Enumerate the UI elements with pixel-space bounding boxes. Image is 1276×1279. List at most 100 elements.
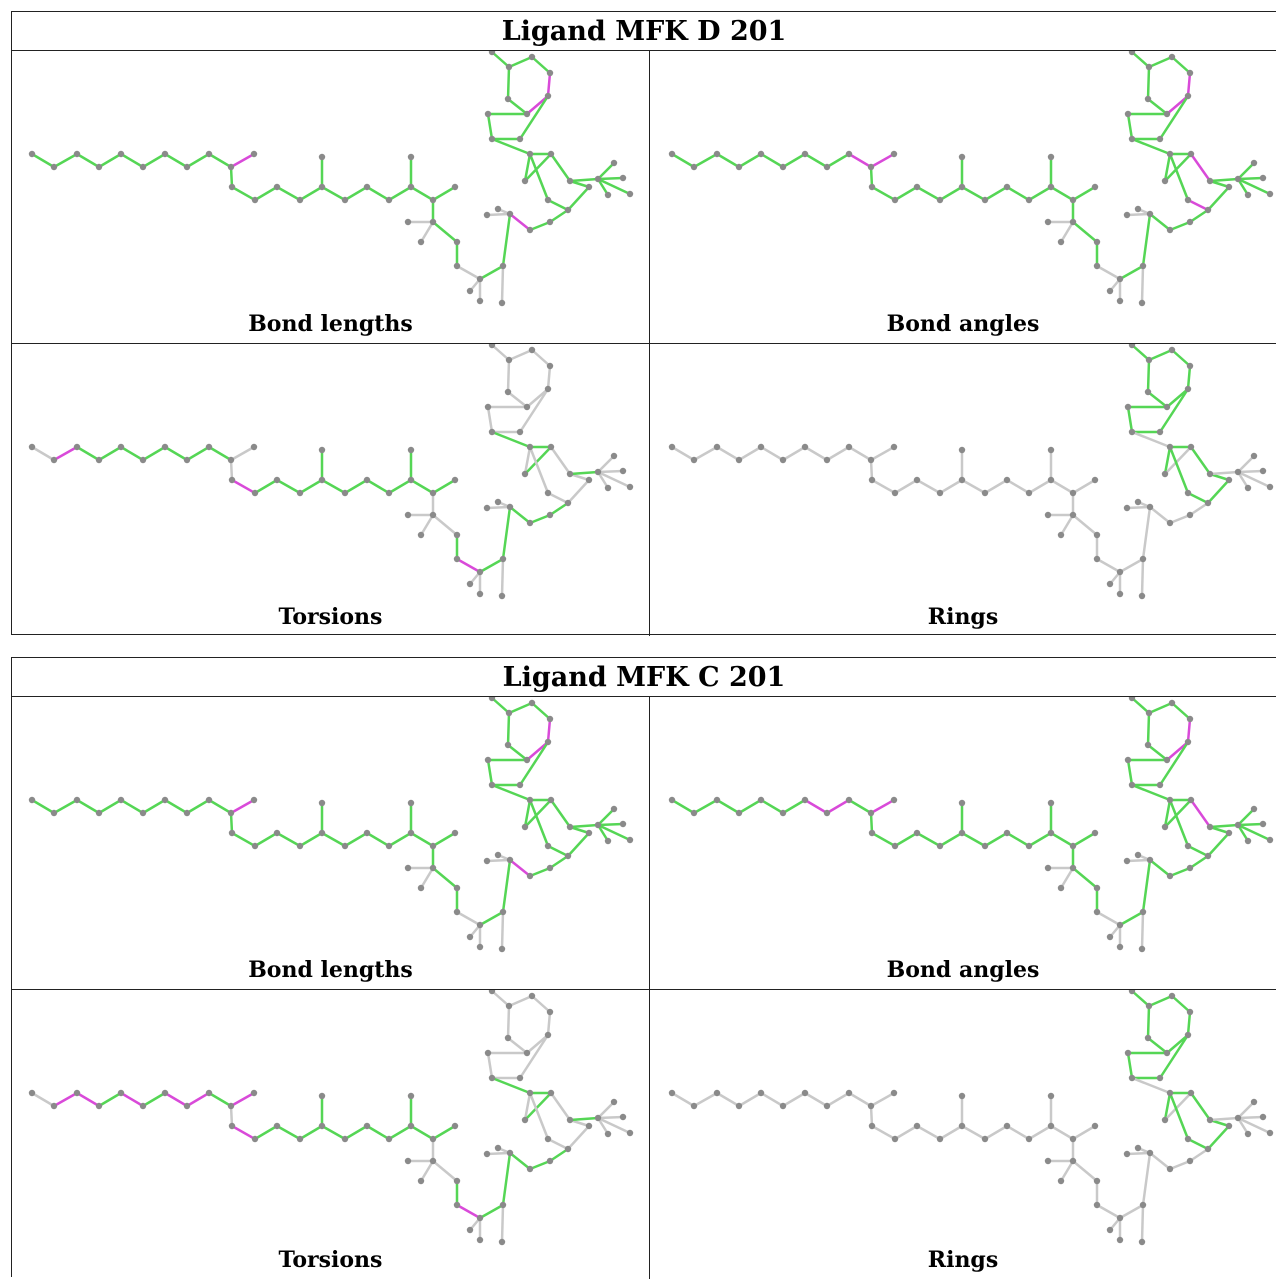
atom-8 — [845, 796, 853, 804]
atom-8 — [205, 1089, 213, 1097]
bond-55 — [596, 1115, 625, 1120]
atom-15 — [958, 476, 966, 484]
atom-12 — [251, 842, 259, 850]
atom-38 — [1184, 738, 1192, 746]
bond-54 — [596, 161, 616, 181]
atom-54 — [1134, 205, 1142, 213]
bond-5 — [141, 798, 167, 815]
bond-13 — [275, 185, 302, 202]
atom-1 — [690, 456, 698, 464]
atom-4 — [757, 1089, 765, 1097]
atom-0 — [668, 796, 676, 804]
atom-40 — [504, 388, 512, 396]
bond-43 — [1158, 94, 1190, 141]
bond-1 — [52, 445, 79, 462]
atom-35 — [505, 63, 513, 71]
bond-29 — [1118, 264, 1145, 281]
bond-6 — [803, 798, 829, 815]
bond-35 — [1170, 348, 1192, 368]
atom-2 — [73, 796, 81, 804]
bond-32 — [1140, 264, 1145, 305]
atom-28 — [453, 262, 461, 270]
atom-37 — [1186, 715, 1194, 723]
atom-57 — [610, 805, 618, 813]
atom-2 — [73, 1089, 81, 1097]
bond-60 — [1148, 858, 1172, 878]
atom-21 — [1047, 153, 1055, 161]
molecule-graph — [28, 990, 634, 1246]
bond-32 — [500, 1203, 505, 1244]
atom-48 — [585, 476, 593, 484]
bond-36 — [546, 71, 552, 98]
bond-33 — [1130, 697, 1151, 715]
bond-7 — [185, 152, 211, 169]
bond-60 — [508, 858, 532, 878]
atom-50 — [1184, 196, 1192, 204]
bond-0 — [670, 798, 696, 815]
bond-51 — [1186, 1137, 1210, 1151]
atom-41 — [1124, 403, 1132, 411]
panel-torsions: Torsions — [12, 344, 649, 636]
bond-63 — [501, 1151, 512, 1207]
bond-18 — [365, 478, 391, 495]
atom-30 — [1139, 262, 1147, 270]
panel-caption: Rings — [927, 604, 999, 630]
atom-60 — [626, 836, 634, 844]
atom-20 — [1047, 476, 1055, 484]
atom-41 — [484, 1049, 492, 1057]
bond-36 — [1186, 364, 1192, 391]
bond-52 — [1168, 1091, 1190, 1141]
atom-9 — [867, 456, 875, 464]
bond-18 — [1005, 831, 1031, 848]
bond-55 — [596, 822, 625, 827]
atom-55 — [1123, 211, 1131, 219]
atom-58 — [1259, 467, 1267, 475]
atom-27 — [1093, 238, 1101, 246]
bond-38 — [1146, 1036, 1169, 1055]
atom-37 — [546, 1008, 554, 1016]
atom-43 — [1156, 135, 1164, 143]
bond-32 — [500, 264, 505, 305]
atom-17 — [981, 196, 989, 204]
bond-44 — [490, 783, 532, 802]
bond-53 — [1208, 823, 1240, 829]
bond-18 — [365, 185, 391, 202]
bond-36 — [1186, 1010, 1192, 1037]
atom-42 — [488, 135, 496, 143]
bond-52 — [528, 445, 550, 495]
atom-48 — [1225, 476, 1233, 484]
bond-8 — [207, 1091, 233, 1108]
atom-20 — [407, 183, 415, 191]
atom-5 — [779, 809, 787, 817]
atom-32 — [1106, 580, 1114, 588]
bond-46 — [1163, 445, 1193, 476]
bond-4 — [759, 798, 785, 815]
atom-59 — [604, 484, 612, 492]
atom-20 — [407, 829, 415, 837]
atom-57 — [1250, 159, 1258, 167]
bond-13 — [915, 478, 942, 495]
bond-5 — [781, 798, 807, 815]
atom-15 — [958, 183, 966, 191]
bond-37 — [1165, 387, 1190, 409]
atom-40 — [1144, 95, 1152, 103]
panel-rings: Rings — [649, 990, 1276, 1279]
bond-43 — [518, 94, 550, 141]
bond-51 — [1186, 844, 1210, 858]
atom-47 — [1206, 823, 1214, 831]
atom-24 — [1069, 511, 1077, 519]
atom-18 — [1003, 183, 1011, 191]
atom-39 — [523, 110, 531, 118]
atom-15 — [958, 1122, 966, 1130]
bond-45 — [523, 445, 532, 476]
bond-33 — [490, 344, 511, 362]
bond-39 — [506, 711, 511, 747]
bond-7 — [825, 445, 851, 462]
atom-52 — [1166, 519, 1174, 527]
atom-7 — [183, 456, 191, 464]
atom-33 — [498, 592, 506, 600]
bond-46 — [523, 152, 553, 183]
atom-26 — [1057, 238, 1065, 246]
atom-2 — [713, 796, 721, 804]
atom-28 — [1093, 1201, 1101, 1209]
